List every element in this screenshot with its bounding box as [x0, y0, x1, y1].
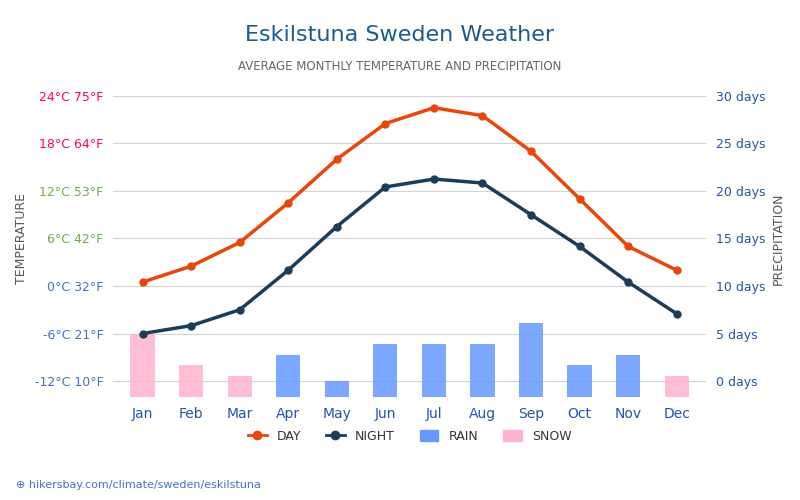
Text: Eskilstuna Sweden Weather: Eskilstuna Sweden Weather: [246, 25, 554, 45]
Bar: [519, 323, 543, 397]
Bar: [374, 344, 398, 397]
Bar: [276, 354, 300, 397]
Bar: [422, 344, 446, 397]
Bar: [325, 381, 349, 397]
Text: AVERAGE MONTHLY TEMPERATURE AND PRECIPITATION: AVERAGE MONTHLY TEMPERATURE AND PRECIPIT…: [238, 60, 562, 73]
Bar: [665, 376, 689, 397]
Bar: [227, 376, 252, 397]
Y-axis label: PRECIPITATION: PRECIPITATION: [772, 192, 785, 284]
Legend: DAY, NIGHT, RAIN, SNOW: DAY, NIGHT, RAIN, SNOW: [242, 425, 577, 448]
Bar: [130, 334, 154, 397]
Text: ⊕ hikersbay.com/climate/sweden/eskilstuna: ⊕ hikersbay.com/climate/sweden/eskilstun…: [16, 480, 261, 490]
Bar: [179, 366, 203, 397]
Bar: [616, 354, 640, 397]
Bar: [567, 366, 592, 397]
Bar: [470, 344, 494, 397]
Y-axis label: TEMPERATURE: TEMPERATURE: [15, 193, 28, 284]
